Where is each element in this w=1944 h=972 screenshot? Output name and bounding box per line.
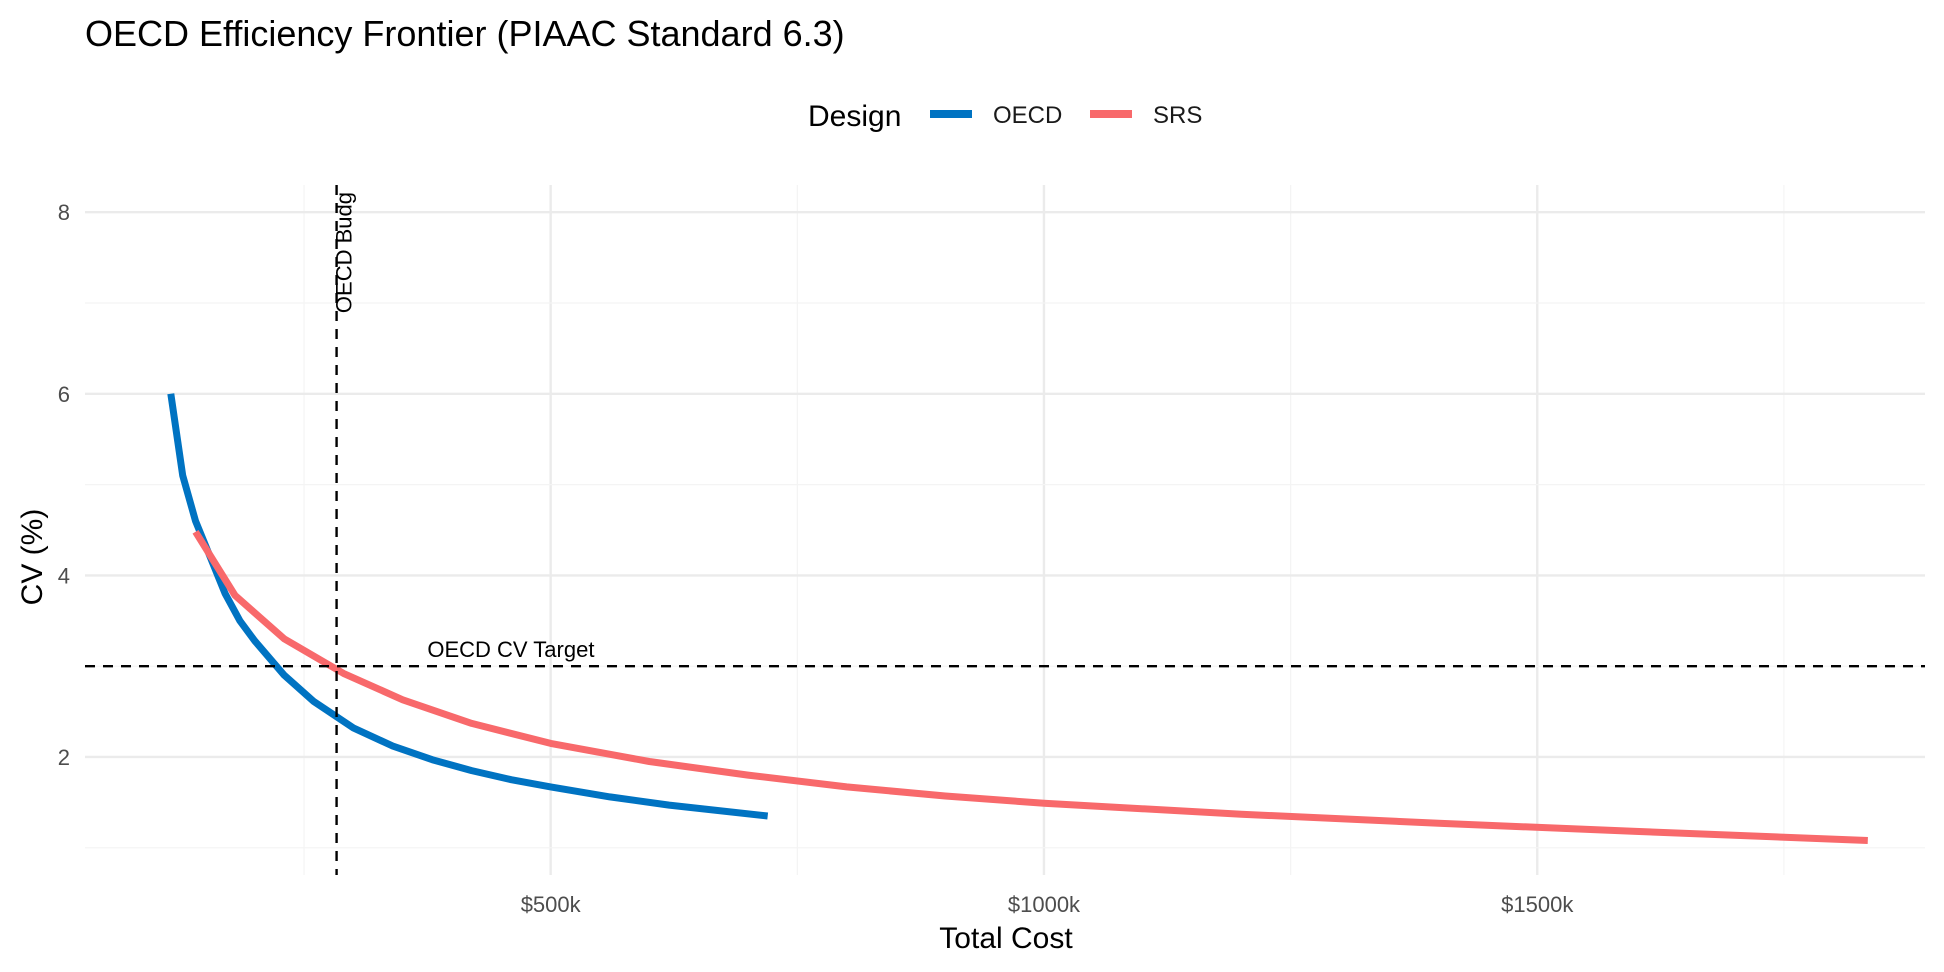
chart-title: OECD Efficiency Frontier (PIAAC Standard… — [85, 13, 845, 54]
cv-target-reference-label: OECD CV Target — [427, 637, 594, 662]
series-line-srs — [192, 529, 1868, 844]
y-tick-label: 8 — [58, 200, 70, 225]
axis-ticks: $500k $1000k $1500k 2 4 6 8 — [58, 200, 1575, 917]
x-tick-label: $1500k — [1501, 892, 1574, 917]
y-tick-label: 4 — [58, 563, 70, 588]
plot-grid — [85, 185, 1925, 875]
y-axis-title: CV (%) — [16, 509, 49, 606]
x-tick-label: $500k — [521, 892, 582, 917]
legend: Design OECD SRS — [808, 100, 1202, 133]
series-line-oecd — [167, 393, 769, 820]
legend-label-oecd: OECD — [993, 102, 1062, 129]
y-tick-label: 6 — [58, 382, 70, 407]
budget-reference-label: OECD Budg — [332, 192, 357, 313]
x-tick-label: $1000k — [1008, 892, 1081, 917]
series-layer — [167, 393, 1868, 844]
reference-lines: OECD Budg OECD CV Target — [85, 185, 1925, 875]
legend-title: Design — [808, 100, 901, 133]
legend-label-srs: SRS — [1153, 102, 1202, 129]
y-tick-label: 2 — [58, 745, 70, 770]
x-axis-title: Total Cost — [939, 922, 1073, 955]
